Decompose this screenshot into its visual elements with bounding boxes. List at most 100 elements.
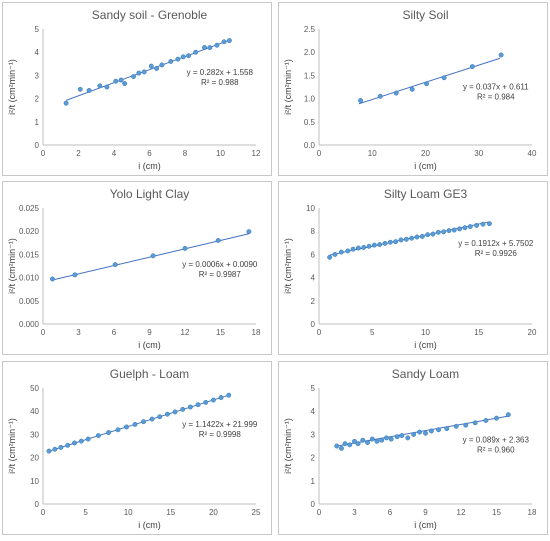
x-tick-label: 0 [41, 508, 46, 517]
x-tick-label: 4 [112, 149, 117, 158]
data-point [352, 438, 357, 444]
data-point [63, 100, 69, 106]
data-point [327, 254, 333, 260]
data-point [441, 229, 447, 235]
data-point [186, 53, 192, 59]
data-point [72, 440, 77, 446]
data-point [384, 435, 389, 441]
data-point [141, 419, 146, 425]
data-point [218, 395, 224, 400]
data-point [428, 428, 434, 434]
y-tick-label: 10 [306, 204, 315, 213]
data-point [387, 239, 393, 245]
trendline [336, 415, 509, 447]
x-tick-label: 6 [112, 328, 117, 337]
y-tick-label: 3 [311, 430, 316, 439]
r-squared-label: R² = 0.984 [477, 92, 515, 101]
x-axis-label: i (cm) [414, 340, 437, 350]
y-tick-label: 50 [30, 384, 39, 393]
data-point [334, 443, 340, 449]
chart-svg: Guelph - Loam 0 5 10 15 20 25 0 10 20 30 40 50 i (cm)… [7, 367, 261, 530]
x-tick-label: 0 [317, 508, 322, 517]
x-tick-label: 3 [76, 328, 81, 337]
data-point [414, 234, 420, 240]
chart-title: Sandy Loam [392, 367, 459, 381]
data-point [78, 438, 84, 444]
y-tick-label: 6 [311, 250, 316, 259]
data-point [467, 224, 473, 230]
data-point [207, 45, 213, 51]
y-tick-label: 0.000 [19, 320, 40, 329]
data-point [355, 245, 361, 251]
data-point [338, 249, 344, 255]
y-tick-label: 0.025 [19, 204, 40, 213]
y-tick-label: 4 [35, 48, 40, 57]
y-tick-label: 4 [311, 407, 316, 416]
data-point [505, 412, 511, 418]
x-tick-label: 2 [76, 149, 81, 158]
data-point [446, 228, 452, 234]
y-tick-label: 1 [35, 118, 40, 127]
x-tick-label: 5 [83, 508, 88, 517]
y-tick-label: 10 [30, 477, 39, 486]
y-tick-label: 1.5 [304, 71, 316, 80]
data-point [377, 242, 383, 247]
chart-svg: Silty Soil 0 10 20 30 40 0.0 0.5 1.0 1.5 2.0 2.5 i (… [283, 8, 537, 171]
data-point [480, 221, 486, 227]
data-point [97, 83, 103, 89]
trendline-equation: y = 0.0006x + 0.0090 [182, 260, 258, 269]
data-point [411, 431, 417, 437]
data-point [469, 64, 475, 70]
y-axis-label: i²/t (cm²min⁻¹) [7, 238, 17, 294]
x-tick-label: 3 [352, 508, 357, 517]
y-tick-label: 0 [311, 320, 316, 329]
trendline-equation: y = 0.282x + 1.558 [187, 68, 254, 77]
data-point [377, 93, 383, 99]
data-point [106, 430, 112, 435]
trendline-equation: y = 0.089x + 2.363 [463, 436, 530, 445]
x-tick-label: 12 [457, 508, 466, 517]
data-point [226, 38, 232, 44]
data-point [339, 445, 344, 451]
data-point [187, 404, 193, 410]
data-point [393, 239, 399, 245]
data-point [498, 52, 504, 58]
y-tick-label: 0.015 [19, 250, 40, 259]
x-tick-label: 20 [421, 149, 430, 158]
data-point [366, 243, 372, 249]
data-point [453, 423, 459, 429]
r-squared-label: R² = 0.960 [477, 446, 515, 455]
y-tick-label: 1.0 [304, 95, 316, 104]
data-point [462, 225, 468, 231]
y-tick-label: 2.0 [304, 48, 316, 57]
y-axis-label: i²/t (cm²min⁻¹) [283, 238, 293, 294]
data-point [210, 397, 216, 403]
data-point [203, 399, 209, 405]
x-tick-label: 20 [209, 508, 218, 517]
x-tick-label: 10 [421, 328, 430, 337]
x-tick-label: 20 [528, 328, 537, 337]
data-point [46, 448, 52, 454]
data-point [394, 434, 400, 440]
y-tick-label: 5 [35, 25, 40, 34]
data-point [113, 78, 119, 84]
trendline-equation: y = 0.037x + 0.611 [463, 82, 529, 91]
data-point [141, 69, 147, 75]
y-axis-label: i²/t (cm²min⁻¹) [7, 59, 17, 115]
trendline [65, 39, 230, 101]
data-point [175, 56, 181, 62]
y-tick-label: 0.005 [19, 297, 40, 306]
y-tick-label: 30 [30, 430, 39, 439]
data-point [180, 406, 186, 412]
data-point [215, 238, 221, 243]
y-tick-label: 2 [35, 95, 40, 104]
data-point [388, 436, 394, 442]
x-axis-label: i (cm) [138, 340, 161, 350]
data-point [355, 441, 361, 447]
y-tick-label: 8 [311, 227, 316, 236]
data-point [425, 232, 431, 238]
x-tick-label: 40 [528, 149, 537, 158]
trendline-equation: y = 0.1912x + 5.7502 [458, 239, 534, 248]
x-tick-label: 15 [492, 508, 501, 517]
